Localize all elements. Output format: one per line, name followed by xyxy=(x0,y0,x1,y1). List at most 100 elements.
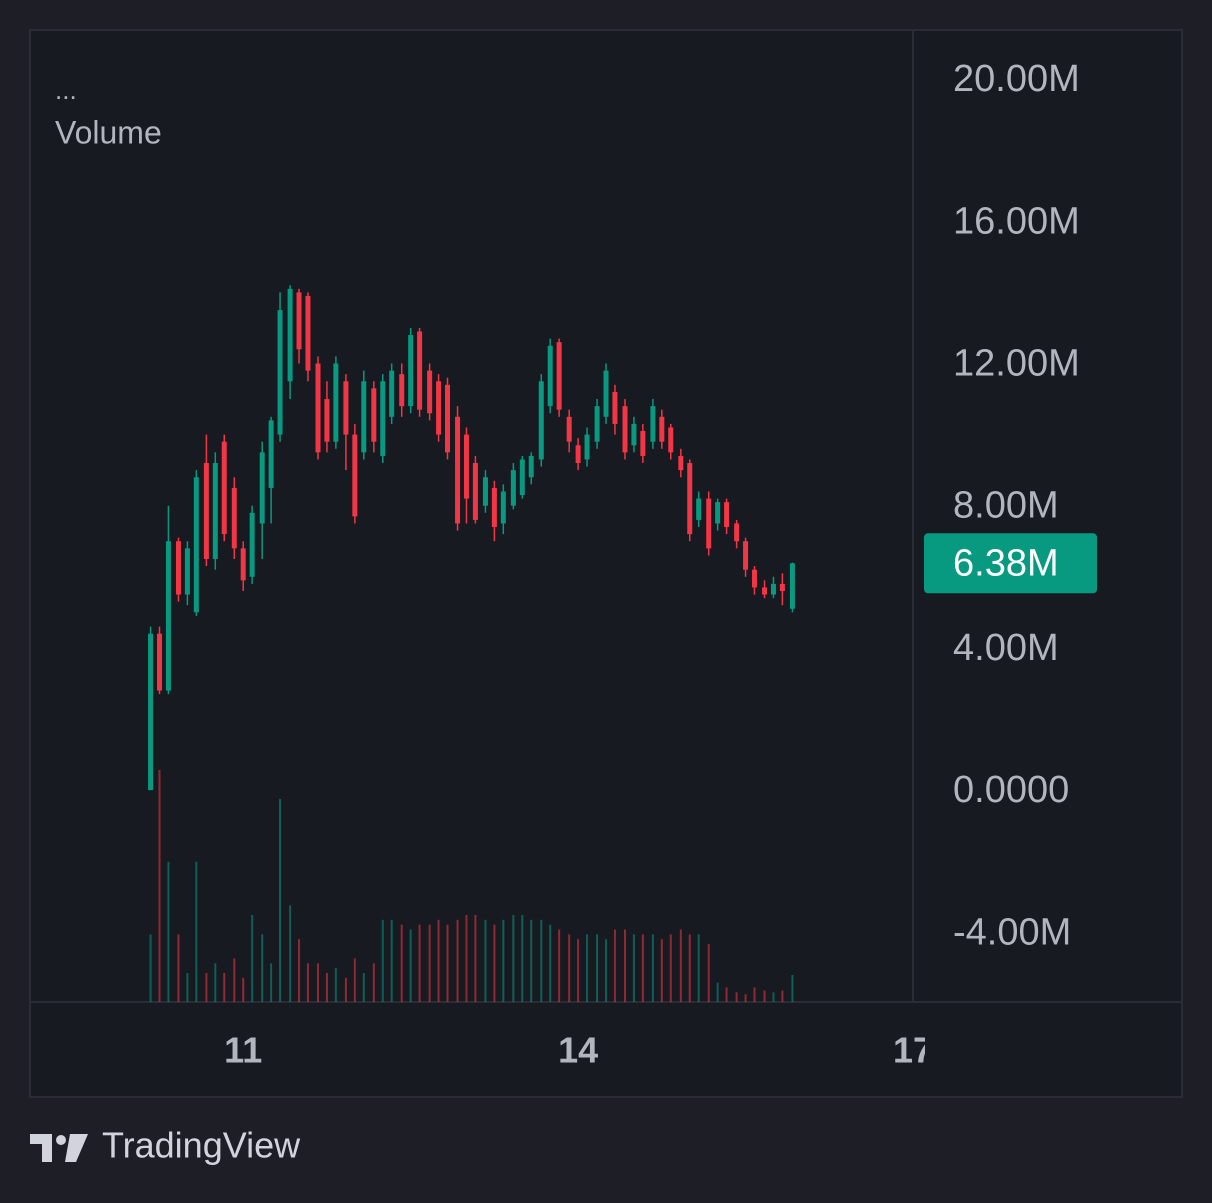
y-tick-label: 16.00M xyxy=(953,200,1080,242)
y-axis: -4.00M 0.0000 4.00M 8.00M 12.00M 16.00M 20.00M… xyxy=(924,58,1097,953)
volume-bar xyxy=(641,934,644,1002)
candle-body xyxy=(696,498,702,520)
candle-body xyxy=(389,370,395,417)
brand-logo xyxy=(30,1134,88,1162)
candle-body xyxy=(352,434,358,517)
candle-body xyxy=(706,498,712,549)
candle-body xyxy=(212,463,218,560)
volume-bar xyxy=(568,934,571,1002)
x-tick-label: 11 xyxy=(224,1030,262,1071)
volume-bar xyxy=(502,919,505,1002)
y-tick-label: -4.00M xyxy=(953,911,1071,953)
candle-body xyxy=(361,381,367,453)
volume-bar xyxy=(428,924,431,1002)
candle-body xyxy=(408,335,414,407)
candle-body xyxy=(277,310,283,435)
candle-body xyxy=(436,381,442,435)
candle-body xyxy=(296,292,302,350)
volume-bar xyxy=(512,915,515,1002)
volume-bar xyxy=(744,994,747,1002)
volume-bar xyxy=(334,968,337,1002)
candle-body xyxy=(472,463,478,520)
volume-bar xyxy=(605,939,608,1002)
candle-body xyxy=(343,381,349,435)
candle-body xyxy=(259,452,265,524)
candle-body xyxy=(519,459,525,496)
candle-body xyxy=(427,370,433,414)
volume-bar xyxy=(149,934,152,1002)
x-tick-label: 14 xyxy=(558,1030,598,1071)
candle-body xyxy=(333,363,339,442)
y-tick-label: 12.00M xyxy=(953,343,1080,385)
volume-bar xyxy=(688,934,691,1002)
volume-bar xyxy=(474,915,477,1002)
candle-body xyxy=(640,431,646,456)
legend-menu[interactable]: ... xyxy=(55,75,77,105)
candle-body xyxy=(734,523,740,542)
volume-bar xyxy=(558,929,561,1002)
candle-body xyxy=(751,569,757,588)
volume-bar xyxy=(279,799,282,1002)
candle-body xyxy=(762,587,768,595)
volume-bar xyxy=(186,973,189,1002)
candle-body xyxy=(631,423,637,446)
brand-name: TradingView xyxy=(102,1125,301,1166)
volume-bar xyxy=(372,963,375,1002)
volume-bar xyxy=(325,973,328,1002)
last-price-box xyxy=(924,533,1097,594)
candle-body xyxy=(417,331,423,410)
candle-body xyxy=(650,406,656,442)
volume-bar xyxy=(353,958,356,1002)
candle-body xyxy=(221,441,227,535)
volume-bar xyxy=(298,939,301,1002)
candle-body xyxy=(268,420,274,488)
candle-body xyxy=(463,434,469,499)
candle-body xyxy=(612,391,618,424)
candle-body xyxy=(659,416,665,442)
volume-bar xyxy=(521,915,524,1002)
candle-body xyxy=(594,406,600,442)
legend-title: Volume xyxy=(55,114,162,150)
volume-bar xyxy=(437,919,440,1002)
volume-bar xyxy=(632,934,635,1002)
candle-body xyxy=(165,541,171,691)
candle-body xyxy=(779,583,785,592)
candle-body xyxy=(482,477,488,506)
candle-body xyxy=(231,487,237,549)
volume-bar xyxy=(613,929,616,1002)
volume-bar xyxy=(791,974,794,1002)
candle-body xyxy=(510,470,516,506)
y-tick-label: 8.00M xyxy=(953,485,1059,527)
candle-body xyxy=(622,406,628,453)
candle-body xyxy=(668,427,674,453)
candle-body xyxy=(249,512,255,577)
volume-layer xyxy=(149,770,794,1002)
volume-bar xyxy=(195,861,198,1002)
last-price-label: 6.38M xyxy=(953,542,1059,584)
volume-bar xyxy=(242,977,245,1002)
candle-body xyxy=(148,633,154,791)
volume-bar xyxy=(233,958,236,1002)
candle-body xyxy=(175,541,181,595)
volume-bar xyxy=(540,919,543,1002)
candle-body xyxy=(184,548,190,595)
candle-body xyxy=(687,463,693,535)
candle-body xyxy=(584,434,590,460)
volume-bar xyxy=(456,919,459,1002)
volume-bar xyxy=(205,973,208,1002)
candle-body xyxy=(724,502,730,528)
volume-bar xyxy=(409,929,412,1002)
candle-body xyxy=(324,399,330,442)
volume-bar xyxy=(381,919,384,1002)
volume-bar xyxy=(270,963,273,1002)
volume-bar xyxy=(317,963,320,1002)
candle-body xyxy=(156,633,162,691)
volume-bar xyxy=(158,770,161,1002)
candle-body xyxy=(575,445,581,464)
volume-bar xyxy=(484,919,487,1002)
candle-body xyxy=(491,487,497,528)
candle-body xyxy=(715,502,721,524)
candle-body xyxy=(240,548,246,581)
